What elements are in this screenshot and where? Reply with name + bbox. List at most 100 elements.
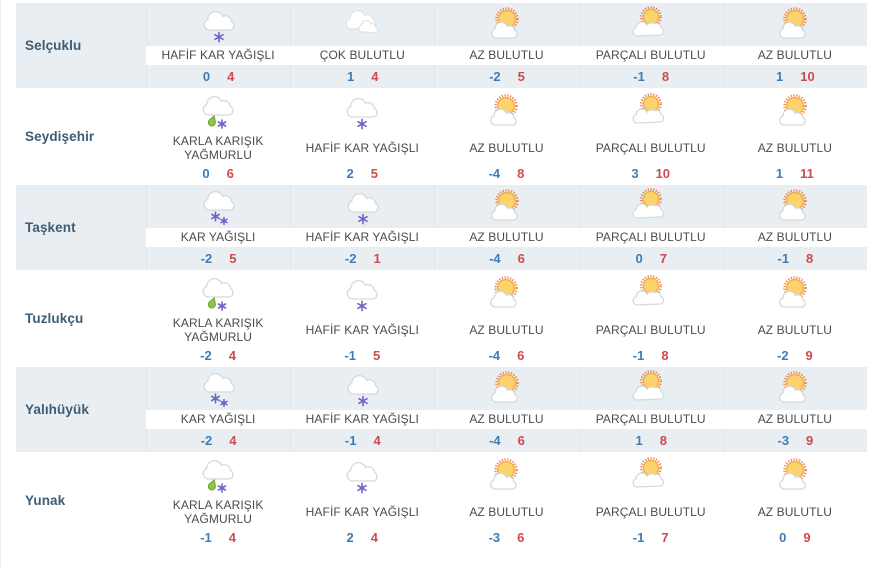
min-temp: 1 [347,69,355,84]
city-name: Taşkent [25,220,76,235]
condition-label: AZ BULUTLU [722,410,867,429]
condition-label: AZ BULUTLU [434,410,579,429]
weather-icon-area [290,270,434,317]
temperature-range: 2 5 [290,162,434,185]
few-clouds-icon [772,457,818,495]
sleet-icon [195,457,241,495]
forecast-cell: HAFİF KAR YAĞIŞLI 0 4 [146,3,291,88]
min-temp: 1 [635,433,643,448]
weather-icon-area [723,270,867,317]
max-temp: 8 [661,69,670,84]
forecast-cell: PARÇALI BULUTLU 0 7 [578,185,723,270]
weather-icon-area [290,452,434,499]
max-temp: 6 [517,251,525,266]
weather-icon-area [290,88,434,135]
forecast-cell: KAR YAĞIŞLI -2 5 [146,185,291,270]
min-temp: -2 [344,251,357,266]
weather-icon-area [579,452,723,499]
temperature-range: 0 7 [578,247,723,270]
city-cell[interactable]: Yunak [16,452,146,549]
city-name: Yunak [25,493,66,508]
forecast-cell: AZ BULUTLU -2 9 [723,270,867,367]
temperature-range: -4 6 [434,344,578,367]
max-temp: 10 [655,166,671,181]
temperature-range: 1 10 [722,65,867,88]
weather-icon-area [146,88,290,135]
weather-icon-area [722,367,867,410]
condition-label: KARLA KARIŞIK YAĞMURLU [172,498,264,526]
max-temp: 1 [373,251,381,266]
few-clouds-icon [483,93,529,131]
temperature-range: -1 8 [578,65,723,88]
forecast-cell: HAFİF KAR YAĞIŞLI -1 5 [290,270,434,367]
few-clouds-icon [772,6,818,44]
weather-icon-area [290,367,434,410]
partly-cloudy-icon [628,369,674,408]
forecast-cell: AZ BULUTLU -3 6 [434,452,578,549]
min-temp: 2 [346,166,354,181]
city-cell[interactable]: Taşkent [16,185,146,270]
temperature-range: -1 4 [290,429,434,452]
city-cell[interactable]: Selçuklu [16,3,146,88]
temperature-range: -1 5 [290,344,434,367]
weather-icon-area [578,3,723,46]
condition-label: AZ BULUTLU [469,504,544,519]
forecast-cell: AZ BULUTLU 1 10 [722,3,867,88]
few-clouds-icon [484,188,530,226]
forecast-cell: PARÇALI BULUTLU -1 8 [579,270,723,367]
few-clouds-icon [484,370,530,408]
light-snow-icon [339,93,385,131]
condition-label: HAFİF KAR YAĞIŞLI [305,504,419,519]
condition-label: PARÇALI BULUTLU [595,140,706,155]
sleet-icon [195,275,241,313]
snow-icon [196,188,242,226]
forecast-cell: PARÇALI BULUTLU -1 8 [578,3,723,88]
temperature-range: -1 7 [579,526,723,549]
max-temp: 7 [659,251,667,266]
min-temp: 2 [346,530,354,545]
max-temp: 6 [517,530,525,545]
max-temp: 4 [371,69,379,84]
condition-label: HAFİF KAR YAĞIŞLI [305,322,419,337]
city-cell[interactable]: Yalıhüyük [16,367,146,452]
forecast-cell: PARÇALI BULUTLU -1 7 [579,452,723,549]
partly-cloudy-icon [628,274,674,313]
min-temp: -1 [200,530,212,545]
forecast-cell: AZ BULUTLU -4 6 [434,185,579,270]
temperature-range: -2 4 [146,429,290,452]
condition-label: AZ BULUTLU [757,504,833,519]
light-snow-icon [340,370,386,408]
city-cell[interactable]: Seydişehir [16,88,146,185]
temperature-range: -1 4 [146,526,290,549]
city-cell[interactable]: Tuzlukçu [16,270,146,367]
temperature-range: 2 4 [290,526,434,549]
forecast-cell: HAFİF KAR YAĞIŞLI 2 5 [290,88,434,185]
weather-icon-area [146,185,290,228]
max-temp: 10 [800,69,815,84]
max-temp: 4 [373,433,381,448]
forecast-cell: HAFİF KAR YAĞIŞLI 2 4 [290,452,434,549]
condition-label: HAFİF KAR YAĞIŞLI [290,410,435,429]
min-temp: -2 [776,348,789,363]
min-temp: 3 [631,166,639,181]
weather-icon-area [578,367,723,410]
min-temp: 0 [202,69,211,84]
temperature-range: -2 9 [723,344,867,367]
weather-icon-area [146,270,290,317]
weather-icon-area [434,3,578,46]
weather-table: Selçuklu HAFİF KAR YAĞIŞLI 0 4 ÇOK BULUT… [16,3,867,549]
temperature-range: -2 5 [434,65,578,88]
weather-icon-area [579,88,723,135]
condition-label: PARÇALI BULUTLU [595,322,706,337]
condition-label: KARLA KARIŞIK YAĞMURLU [172,134,264,162]
min-temp: -1 [632,530,645,545]
condition-label: PARÇALI BULUTLU [595,504,706,519]
light-snow-icon [196,6,242,44]
condition-label: HAFİF KAR YAĞIŞLI [290,228,435,247]
forecast-cell: PARÇALI BULUTLU 1 8 [578,367,723,452]
mostly-cloudy-icon [340,6,386,44]
min-temp: 1 [776,69,784,84]
light-snow-icon [339,275,385,313]
min-temp: -3 [488,530,501,545]
forecast-row-4: Tuzlukçu KARLA KARIŞIK YAĞMURLU -2 4 HAF… [16,270,867,367]
